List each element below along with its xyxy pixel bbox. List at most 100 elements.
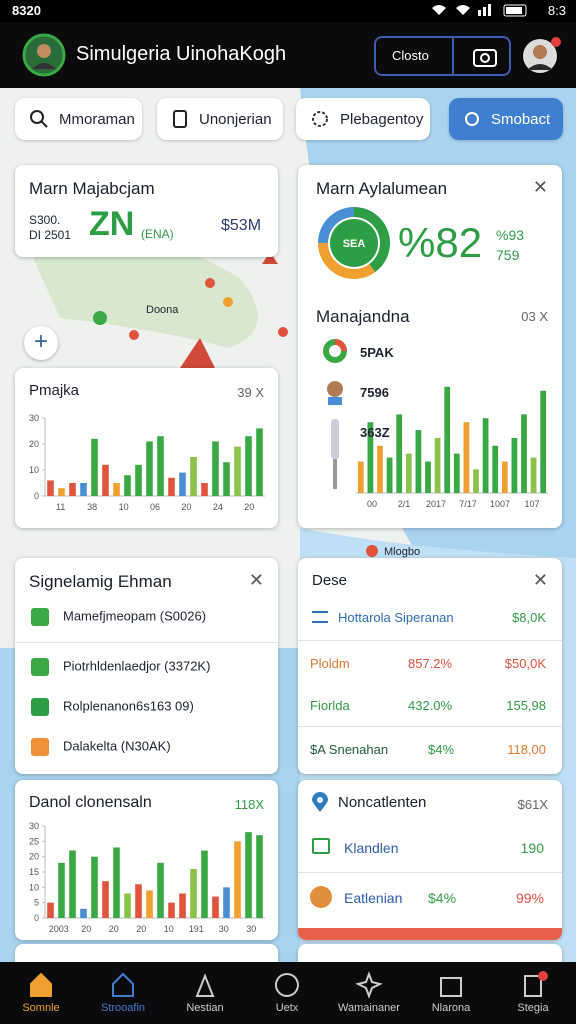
nav-icon	[524, 971, 548, 997]
camera-icon[interactable]	[472, 44, 498, 68]
bar	[501, 461, 508, 493]
summary-sub: DI 2501	[29, 228, 72, 242]
cell: 857.2%	[408, 656, 453, 671]
y-tick-label: 0	[34, 913, 39, 923]
chip-label[interactable]: Smobact	[491, 110, 551, 128]
nav-label[interactable]: Somnle	[22, 1002, 60, 1014]
list-row[interactable]: Dalakelta (N30AK)	[31, 738, 278, 756]
bar	[473, 469, 479, 493]
chip-label[interactable]: Unonjerian	[199, 110, 272, 128]
bar	[157, 862, 164, 918]
bar	[234, 446, 241, 496]
x-tick-label: 20	[181, 502, 191, 512]
button-group[interactable]	[374, 36, 511, 76]
card-badge[interactable]: 118X	[234, 797, 264, 812]
nav-label[interactable]: Wamainaner	[338, 1002, 400, 1014]
bar	[146, 890, 153, 918]
cell: Klandlen	[344, 840, 399, 856]
nav-item[interactable]: Nlarona	[410, 962, 492, 1024]
chip[interactable]: Unonjerian	[157, 98, 283, 140]
chip-label[interactable]: Plebagentoy	[340, 110, 424, 128]
nav-item[interactable]: Uetx	[246, 962, 328, 1024]
bar-chart: 0 10 20 30 11 38 10 06 20 24 20	[29, 413, 265, 512]
nav-label[interactable]: Nestian	[186, 1002, 224, 1014]
row-label: Rolplenanon6s163 09)	[63, 698, 194, 714]
donut-label: SEA	[343, 238, 366, 250]
cell: 432.0%	[408, 698, 453, 713]
bar	[367, 422, 374, 493]
card-badge[interactable]: 03 X	[521, 309, 548, 324]
app-logo[interactable]	[22, 33, 66, 77]
close-button[interactable]: ✕	[248, 570, 264, 590]
y-tick-label: 25	[29, 836, 39, 846]
card-title: Marn Majabcjam	[29, 179, 155, 198]
profile-avatar[interactable]	[522, 36, 564, 76]
y-tick-label: 30	[29, 413, 39, 423]
close-button[interactable]: ✕	[532, 570, 548, 590]
chip[interactable]: Plebagentoy	[296, 98, 430, 140]
map-label: Doona	[146, 304, 179, 316]
x-tick-label: 24	[213, 502, 223, 512]
chart-card: Danol clonensaln 118X 0 5 10 15 20 25 30 2003 20…	[15, 780, 278, 940]
nav-label[interactable]: Uetx	[275, 1002, 299, 1014]
nav-item[interactable]: Stegia	[492, 962, 574, 1024]
x-tick-label: 191	[189, 924, 204, 934]
bar	[223, 887, 230, 918]
bar	[245, 832, 252, 918]
list-row[interactable]: Rolplenanon6s163 09)	[31, 698, 278, 716]
close-button[interactable]: ✕	[532, 177, 548, 197]
nav-icon-shape	[355, 971, 383, 999]
bar	[425, 461, 431, 493]
separator	[15, 642, 278, 643]
gauge-card: Marn Aylalumean ✕ SEA %82 %93 759 Manaja…	[298, 165, 562, 528]
nav-label[interactable]: Stegia	[517, 1002, 549, 1014]
bar	[69, 850, 76, 918]
bar	[113, 483, 120, 496]
cell: 155,98	[506, 698, 546, 713]
bar	[102, 464, 109, 496]
summary-big: ZN	[89, 205, 135, 243]
nav-label[interactable]: Nlarona	[431, 1002, 471, 1014]
bar	[530, 457, 537, 493]
donut-slice	[318, 207, 354, 243]
chip-primary[interactable]: Smobact	[449, 98, 563, 140]
bar	[453, 453, 460, 493]
summary-amount: $53M	[221, 217, 262, 234]
app-bar	[0, 22, 576, 88]
nav-item[interactable]: Wamainaner	[328, 962, 410, 1024]
x-tick-label: 06	[150, 502, 160, 512]
nav-item[interactable]: Nestian	[164, 962, 246, 1024]
x-tick-label: 10	[164, 924, 174, 934]
nav-icon-shape	[195, 973, 215, 997]
summary-card: Marn Majabcjam S300. DI 2501 ZN (ENA) $5…	[15, 165, 278, 257]
card-badge[interactable]: 39 X	[237, 385, 264, 400]
bar	[47, 902, 54, 918]
nav-icon-shape	[524, 975, 542, 997]
nav-label[interactable]: Strooafin	[100, 1002, 146, 1014]
card-title: Pmajka	[29, 382, 80, 399]
nav-item[interactable]: Strooafin	[82, 962, 164, 1024]
bar	[415, 430, 422, 493]
alert-strip	[298, 928, 562, 940]
x-tick-label: 11	[56, 502, 65, 512]
bar	[80, 483, 87, 496]
chip[interactable]: Mmoraman	[15, 98, 142, 140]
list-row[interactable]: Piotrhldenlaedjor (3372K)	[31, 658, 278, 676]
card-title: Signelamig Ehman	[29, 572, 172, 591]
card-badge[interactable]: $61X	[517, 797, 548, 812]
nav-item[interactable]: Somnle	[0, 962, 82, 1024]
chip-label[interactable]: Mmoraman	[59, 110, 135, 128]
row-label: Mamefjmeopam (S0026)	[63, 608, 207, 624]
bar	[168, 902, 175, 918]
zoom-button[interactable]: +	[24, 326, 58, 360]
button-label[interactable]: Closto	[392, 48, 429, 63]
list-item: 363Z	[360, 425, 390, 440]
nav-icon-shape	[112, 972, 134, 997]
bar-chart: 0 5 10 15 20 25 30 2003 20 20 20 10 191 30 30	[29, 821, 265, 934]
list-row[interactable]: Mamefjmeopam (S0026)	[31, 608, 278, 626]
bottom-nav	[0, 962, 576, 1024]
bar	[157, 436, 164, 496]
row-label: Dalakelta (N30AK)	[63, 738, 171, 754]
x-tick-label: 10	[119, 502, 129, 512]
